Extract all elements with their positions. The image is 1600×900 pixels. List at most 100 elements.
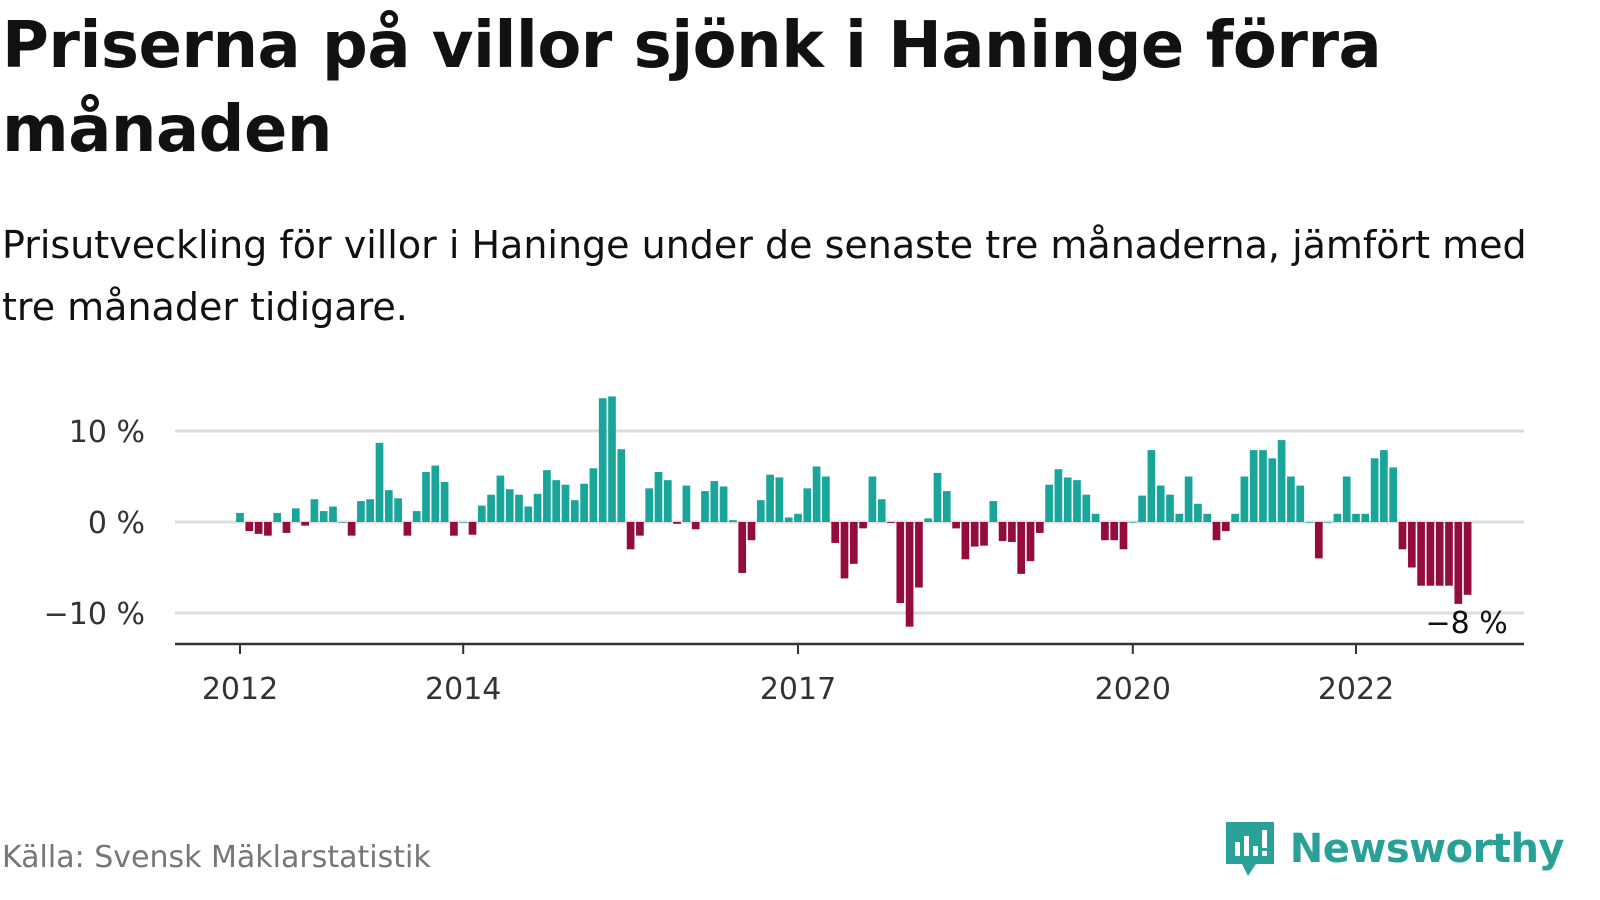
bar — [319, 511, 328, 522]
bar — [1119, 522, 1128, 550]
bar — [301, 522, 309, 526]
source-note: Källa: Svensk Mäklarstatistik — [2, 840, 431, 875]
bar — [877, 499, 886, 522]
bar — [245, 522, 254, 532]
bar — [1110, 522, 1119, 541]
bar — [1380, 450, 1388, 522]
bar — [775, 477, 784, 522]
bar — [1091, 513, 1100, 522]
bar — [1026, 522, 1035, 562]
bar — [691, 522, 700, 530]
y-tick-label: 10 % — [69, 415, 145, 450]
bar — [580, 483, 588, 522]
bar — [1073, 480, 1081, 522]
bar — [254, 522, 263, 534]
bar — [1147, 450, 1156, 522]
bar — [236, 512, 244, 522]
bar — [673, 522, 681, 524]
bar — [1017, 522, 1026, 574]
bar — [338, 522, 347, 523]
bar — [980, 522, 988, 546]
bar — [1184, 476, 1193, 522]
bar — [394, 498, 402, 522]
bar — [533, 493, 542, 522]
bar-chart: 10 % 0 % −10 % 2012 2014 2017 2020 2022 −8 % — [44, 396, 1524, 707]
bar — [1370, 458, 1379, 522]
bar — [357, 501, 365, 522]
bar — [1231, 513, 1239, 522]
bar — [924, 518, 933, 522]
bar — [738, 522, 747, 573]
bar — [682, 485, 691, 522]
bar — [1417, 522, 1425, 586]
brand-logo: Newsworthy — [1224, 820, 1565, 878]
bar — [1454, 522, 1463, 604]
bar — [1277, 440, 1286, 522]
y-tick-label: 0 % — [88, 506, 145, 541]
bar — [450, 522, 458, 536]
bar — [1045, 484, 1053, 522]
bar — [887, 522, 895, 523]
bar — [1138, 495, 1146, 522]
bar — [1221, 522, 1230, 532]
bar — [1445, 522, 1453, 586]
x-tick-label: 2022 — [1318, 672, 1394, 707]
bar — [543, 470, 551, 522]
bar — [1035, 522, 1044, 533]
bar — [477, 505, 486, 522]
bar — [570, 500, 579, 522]
chart-title: Priserna på villor sjönk i Haninge förra… — [2, 9, 1382, 167]
bar — [1054, 469, 1063, 522]
bar — [347, 522, 356, 536]
chart-subtitle: Prisutveckling för villor i Haninge unde… — [2, 223, 1527, 329]
bar — [636, 522, 644, 536]
bar — [598, 398, 607, 522]
bar — [803, 488, 812, 522]
bar — [849, 522, 858, 564]
bar — [1212, 522, 1221, 541]
bar — [329, 506, 337, 522]
x-tick-label: 2012 — [202, 672, 278, 707]
bar — [831, 522, 840, 543]
bar — [1333, 513, 1342, 522]
bar — [1398, 522, 1407, 550]
bar — [729, 520, 737, 522]
bar — [412, 511, 421, 522]
bar — [868, 476, 877, 522]
bar — [1156, 485, 1165, 522]
bar — [1463, 522, 1472, 595]
bar — [589, 468, 598, 522]
bar — [654, 471, 663, 522]
bar — [1240, 476, 1249, 522]
bar — [496, 475, 505, 522]
bar — [1008, 522, 1016, 543]
bar — [701, 491, 709, 522]
bar — [822, 476, 830, 522]
bar — [366, 499, 375, 522]
bar — [1063, 477, 1072, 522]
bar — [310, 499, 319, 522]
bar — [1166, 494, 1174, 522]
x-axis-labels: 2012 2014 2017 2020 2022 — [202, 672, 1394, 707]
bar — [422, 471, 430, 522]
bar — [515, 494, 523, 522]
bars — [236, 396, 1472, 627]
bar — [942, 491, 951, 522]
bar — [384, 490, 393, 522]
bar — [747, 522, 756, 541]
bar — [626, 522, 635, 550]
bar — [663, 480, 672, 522]
x-tick-label: 2017 — [760, 672, 836, 707]
bar — [784, 517, 793, 522]
bar — [1101, 522, 1109, 541]
last-value-label: −8 % — [1425, 606, 1507, 641]
bar — [375, 442, 384, 522]
brand-name: Newsworthy — [1289, 826, 1565, 872]
bar — [1194, 503, 1202, 522]
bar — [915, 522, 923, 588]
bar — [1407, 522, 1416, 568]
bar — [1259, 450, 1267, 522]
bar — [487, 494, 495, 522]
bar — [719, 486, 728, 522]
bar — [1268, 458, 1277, 522]
